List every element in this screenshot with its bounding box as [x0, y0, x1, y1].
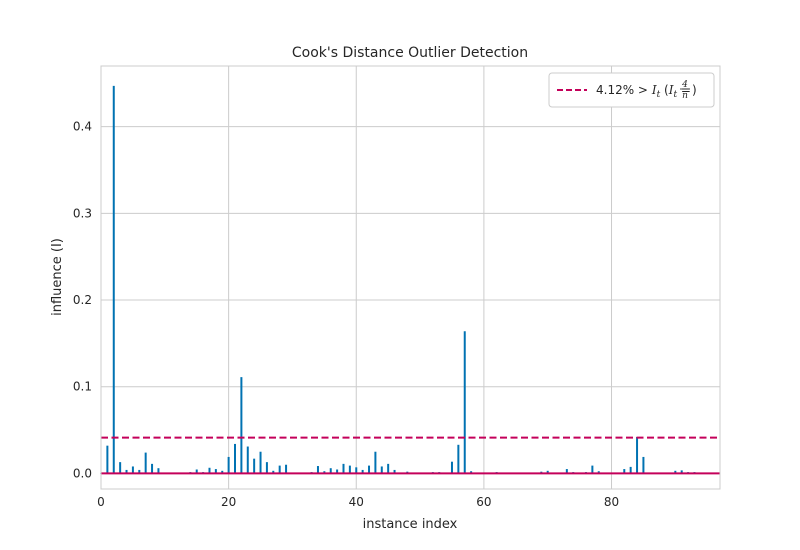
legend-label: 4.12% > It (It = — [596, 83, 691, 100]
x-tick-label: 80 — [604, 495, 619, 509]
legend: 4.12% > It (It = 4 n ) — [548, 72, 715, 108]
y-axis-label: influence (I) — [50, 238, 65, 316]
y-tick-label: 0.1 — [73, 380, 92, 394]
threshold-layer — [101, 436, 720, 475]
tick-labels: 0 20 40 60 80 0.0 0.1 0.2 0.3 0.4 — [73, 120, 619, 509]
y-tick-label: 0.4 — [73, 120, 92, 134]
plot-area — [101, 66, 720, 489]
y-tick-label: 0.3 — [73, 206, 92, 220]
legend-label-prefix: 4.12% > — [596, 83, 652, 97]
legend-fraction-den: n — [682, 91, 688, 101]
y-tick-label: 0.2 — [73, 293, 92, 307]
x-tick-label: 40 — [349, 495, 364, 509]
legend-close-paren: ) — [692, 83, 697, 97]
x-tick-label: 60 — [476, 495, 491, 509]
x-axis-label: instance index — [363, 517, 458, 532]
plot-frame — [100, 65, 721, 490]
y-tick-label: 0.0 — [73, 466, 92, 480]
chart-title: Cook's Distance Outlier Detection — [292, 45, 528, 61]
legend-box — [548, 72, 715, 108]
x-tick-label: 20 — [221, 495, 236, 509]
x-tick-label: 0 — [97, 495, 105, 509]
legend-fraction-num: 4 — [681, 80, 688, 90]
